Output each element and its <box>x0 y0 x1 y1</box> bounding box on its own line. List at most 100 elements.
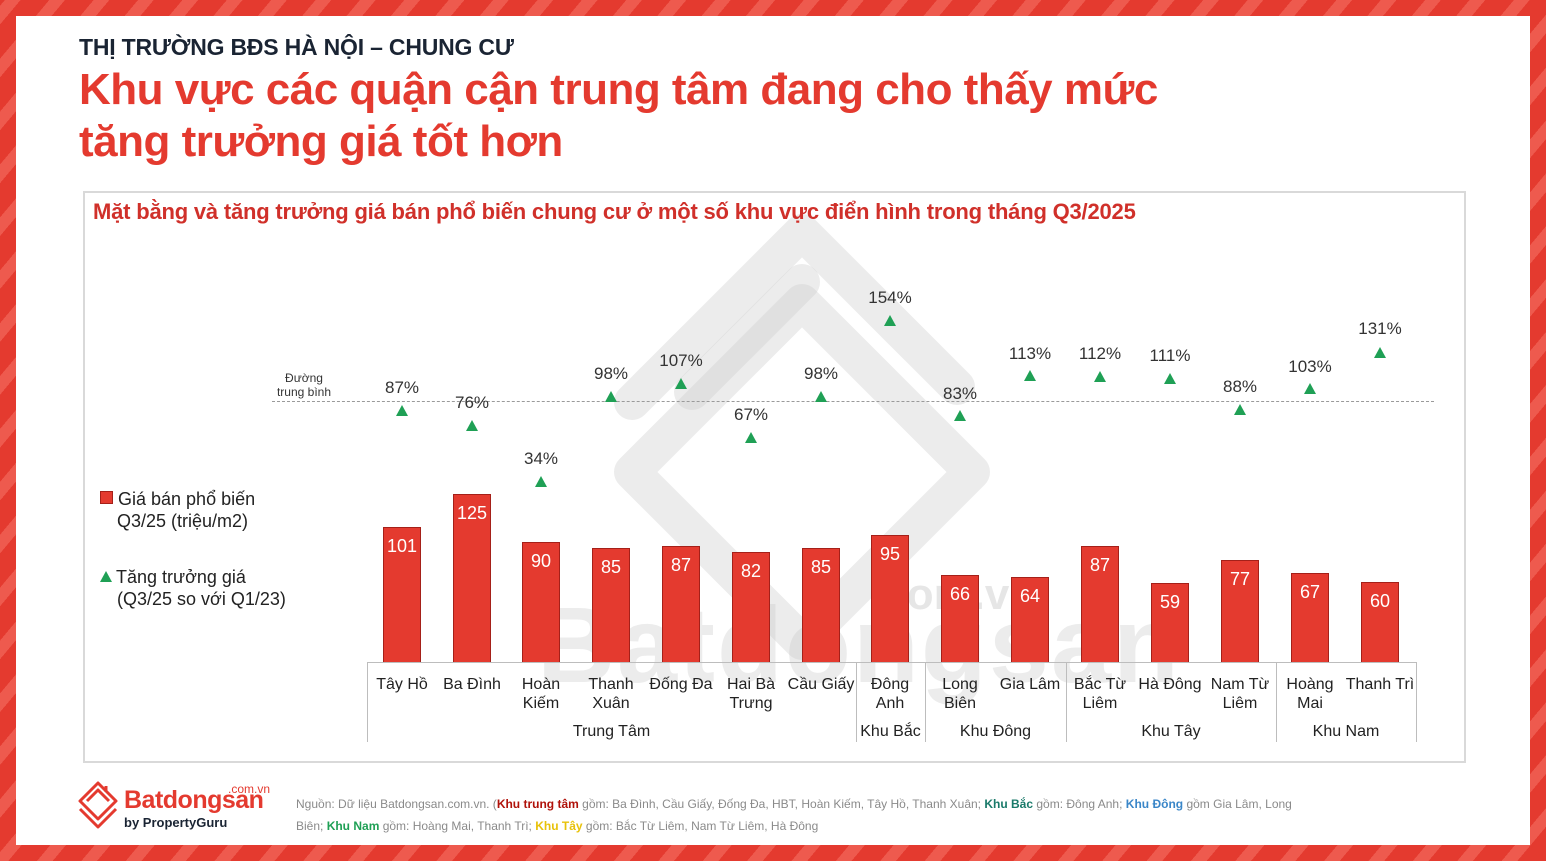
group-separator <box>856 662 857 742</box>
growth-label: 113% <box>1008 344 1052 363</box>
legend-price: Giá bán phổ biến Q3/25 (triệu/m2) <box>100 488 255 532</box>
bar-value: 64 <box>1019 586 1041 606</box>
bar-tay-ho <box>383 527 421 662</box>
bar-value: 85 <box>810 557 832 577</box>
bar-value: 67 <box>1299 582 1321 602</box>
legend-bar-swatch-icon <box>100 491 113 504</box>
bar-ha-dong <box>1151 583 1189 662</box>
growth-label: 88% <box>1222 377 1258 396</box>
growth-label: 83% <box>942 384 978 403</box>
growth-label: 34% <box>523 449 559 468</box>
triangle-up-icon <box>1304 383 1316 394</box>
bar-value: 125 <box>456 503 488 523</box>
bar-value: 60 <box>1369 591 1391 611</box>
growth-label: 107% <box>659 351 703 370</box>
source-central-label: Khu trung tâm <box>496 797 579 811</box>
category-label: Nam Từ Liêm <box>1210 676 1270 712</box>
category-label: Tây Hồ <box>376 676 428 693</box>
bar-dong-anh <box>871 535 909 662</box>
triangle-up-icon <box>1374 347 1386 358</box>
growth-label: 154% <box>868 288 912 307</box>
bar-value: 66 <box>949 584 971 604</box>
bar-value: 85 <box>600 557 622 577</box>
source-north-label: Khu Bắc <box>984 797 1034 811</box>
group-label-trung-tam: Trung Tâm <box>572 723 651 740</box>
category-label: Đống Đa <box>649 676 713 693</box>
category-label: Gia Lâm <box>999 676 1061 693</box>
triangle-up-icon <box>535 476 547 487</box>
category-label: Long Biên <box>942 676 978 712</box>
legend-growth: Tăng trưởng giá (Q3/25 so với Q1/23) <box>100 566 286 610</box>
bar-hoang-mai <box>1291 573 1329 662</box>
bar-value: 95 <box>879 544 901 564</box>
group-label-khu-bac: Khu Bắc <box>860 723 921 740</box>
category-label: Ba Đình <box>443 676 501 693</box>
category-label: Thanh Trì <box>1345 676 1415 693</box>
group-separator <box>925 662 926 742</box>
triangle-up-icon <box>815 391 827 402</box>
group-label-khu-nam: Khu Nam <box>1312 723 1380 740</box>
category-label: Thanh Xuân <box>588 676 634 712</box>
bar-value: 77 <box>1229 569 1251 589</box>
triangle-up-icon <box>675 378 687 389</box>
bar-hai-ba-trung <box>732 552 770 662</box>
triangle-up-icon <box>605 391 617 402</box>
bar-bac-tu-liem <box>1081 546 1119 662</box>
bar-gia-lam <box>1011 577 1049 662</box>
triangle-up-icon <box>466 420 478 431</box>
bar-dong-da <box>662 546 700 662</box>
triangle-up-icon <box>396 405 408 416</box>
bar-cau-giay <box>802 548 840 662</box>
section-kicker: THỊ TRƯỜNG BĐS HÀ NỘI – CHUNG CƯ <box>79 34 514 60</box>
source-south-label: Khu Nam <box>326 819 380 833</box>
source-east-label: Khu Đông <box>1125 797 1184 811</box>
triangle-up-icon <box>954 410 966 421</box>
bar-value: 101 <box>386 536 418 556</box>
source-note: Nguồn: Dữ liệu Batdongsan.com.vn. (Khu t… <box>296 797 1292 833</box>
bar-long-bien <box>941 575 979 662</box>
average-line-label: Đường trung bình <box>276 371 332 399</box>
bar-thanh-xuan <box>592 548 630 662</box>
growth-label: 67% <box>733 405 769 424</box>
group-separator <box>1276 662 1277 742</box>
group-separator <box>1416 662 1417 742</box>
average-dashed-line <box>272 401 1434 402</box>
bar-value: 87 <box>670 555 692 575</box>
triangle-up-icon <box>1024 370 1036 381</box>
page-headline: Khu vực các quận cận trung tâm đang cho … <box>79 64 1279 168</box>
x-axis-line <box>367 662 1416 663</box>
batdongsan-house-icon <box>78 781 118 829</box>
growth-label: 103% <box>1288 357 1332 376</box>
bar-ba-dinh <box>453 494 491 662</box>
growth-label: 87% <box>384 378 420 397</box>
category-label: Hoàng Mai <box>1286 676 1334 712</box>
triangle-up-icon <box>1094 371 1106 382</box>
headline-line-1: Khu vực các quận cận trung tâm đang cho … <box>79 65 1158 114</box>
logo-domain: .com.vn <box>228 782 271 796</box>
growth-label: 98% <box>593 364 629 383</box>
group-separator <box>367 662 368 742</box>
triangle-up-icon <box>884 315 896 326</box>
category-label: Cầu Giấy <box>787 676 855 693</box>
bar-hoan-kiem <box>522 542 560 662</box>
bar-nam-tu-liem <box>1221 560 1259 662</box>
growth-label: 76% <box>454 393 490 412</box>
bar-thanh-tri <box>1361 582 1399 662</box>
group-separator <box>1066 662 1067 742</box>
logo-byline: by PropertyGuru <box>124 815 228 830</box>
legend-triangle-up-icon <box>100 571 112 582</box>
headline-line-2: tăng trưởng giá tốt hơn <box>79 117 563 166</box>
category-label: Đông Anh <box>870 676 910 712</box>
batdongsan-logo: .com.vn Batdongsan by PropertyGuru <box>76 780 270 835</box>
category-label: Hà Đông <box>1138 676 1202 693</box>
source-west-label: Khu Tây <box>535 819 583 833</box>
triangle-up-icon <box>1164 373 1176 384</box>
group-label-khu-dong: Khu Đông <box>959 723 1032 740</box>
logo-wordmark: Batdongsan <box>124 786 264 814</box>
category-label: Hoàn Kiếm <box>521 676 561 712</box>
growth-label: 112% <box>1078 344 1122 363</box>
group-label-khu-tay: Khu Tây <box>1141 723 1201 740</box>
category-label: Hai Bà Trưng <box>726 676 776 712</box>
triangle-up-icon <box>745 432 757 443</box>
bar-value: 90 <box>530 551 552 571</box>
